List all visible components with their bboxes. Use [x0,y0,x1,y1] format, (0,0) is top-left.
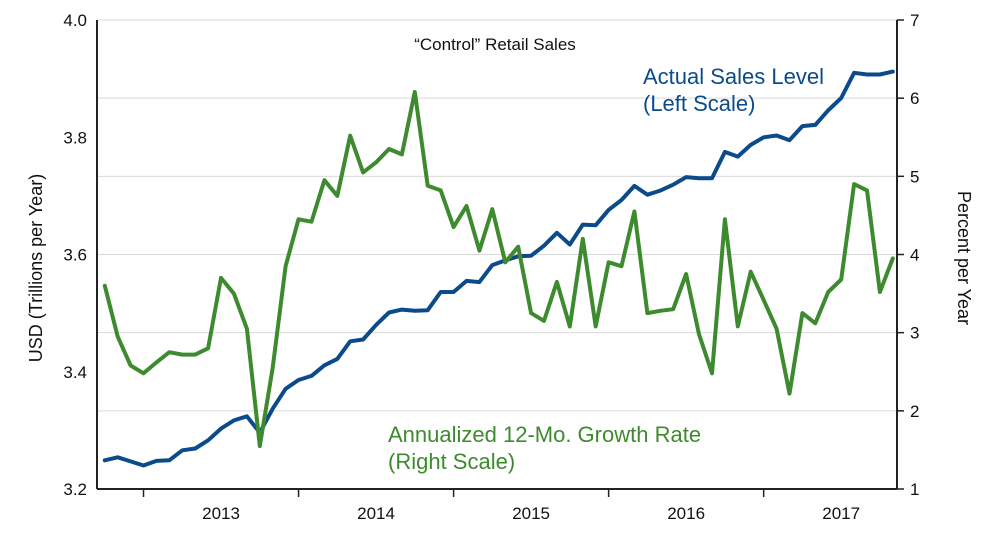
axis-layer [96,19,904,497]
right-tick-label: 3 [910,324,919,343]
left-tick-label: 3.2 [63,480,87,499]
right-tick-label: 6 [910,89,919,108]
left-axis-label: USD (Trillions per Year) [26,174,46,362]
x-tick-label: 2015 [512,504,550,523]
left-tick-label: 3.6 [63,246,87,265]
chart-title: “Control” Retail Sales [414,35,576,54]
left-tick-label: 3.8 [63,128,87,147]
growth-rate-line [102,89,895,448]
sales-level-label-line1: Actual Sales Level [643,64,824,89]
right-tick-label: 2 [910,402,919,421]
x-tick-label: 2014 [357,504,395,523]
right-tick-label: 5 [910,167,919,186]
right-tick-label: 7 [910,11,919,30]
left-tick-label: 4.0 [63,11,87,30]
label-layer: 1 2 3 4 5 6 7 3.2 3.4 3.6 3.8 4.0 2013 2014 2015 2016 20… [63,11,919,523]
x-tick-label: 2017 [822,504,860,523]
growth-rate-label-line1: Annualized 12-Mo. Growth Rate [388,422,701,447]
grid-layer [97,19,897,412]
x-tick-label: 2016 [667,504,705,523]
left-tick-label: 3.4 [63,363,87,382]
sales-level-line [102,69,895,468]
right-tick-label: 4 [910,246,919,265]
growth-rate-label-line2: (Right Scale) [388,449,515,474]
sales-level-label-line2: (Left Scale) [643,91,756,116]
series-layer [102,69,895,468]
right-axis-label: Percent per Year [954,191,974,325]
right-tick-label: 1 [910,480,919,499]
x-tick-label: 2013 [202,504,240,523]
